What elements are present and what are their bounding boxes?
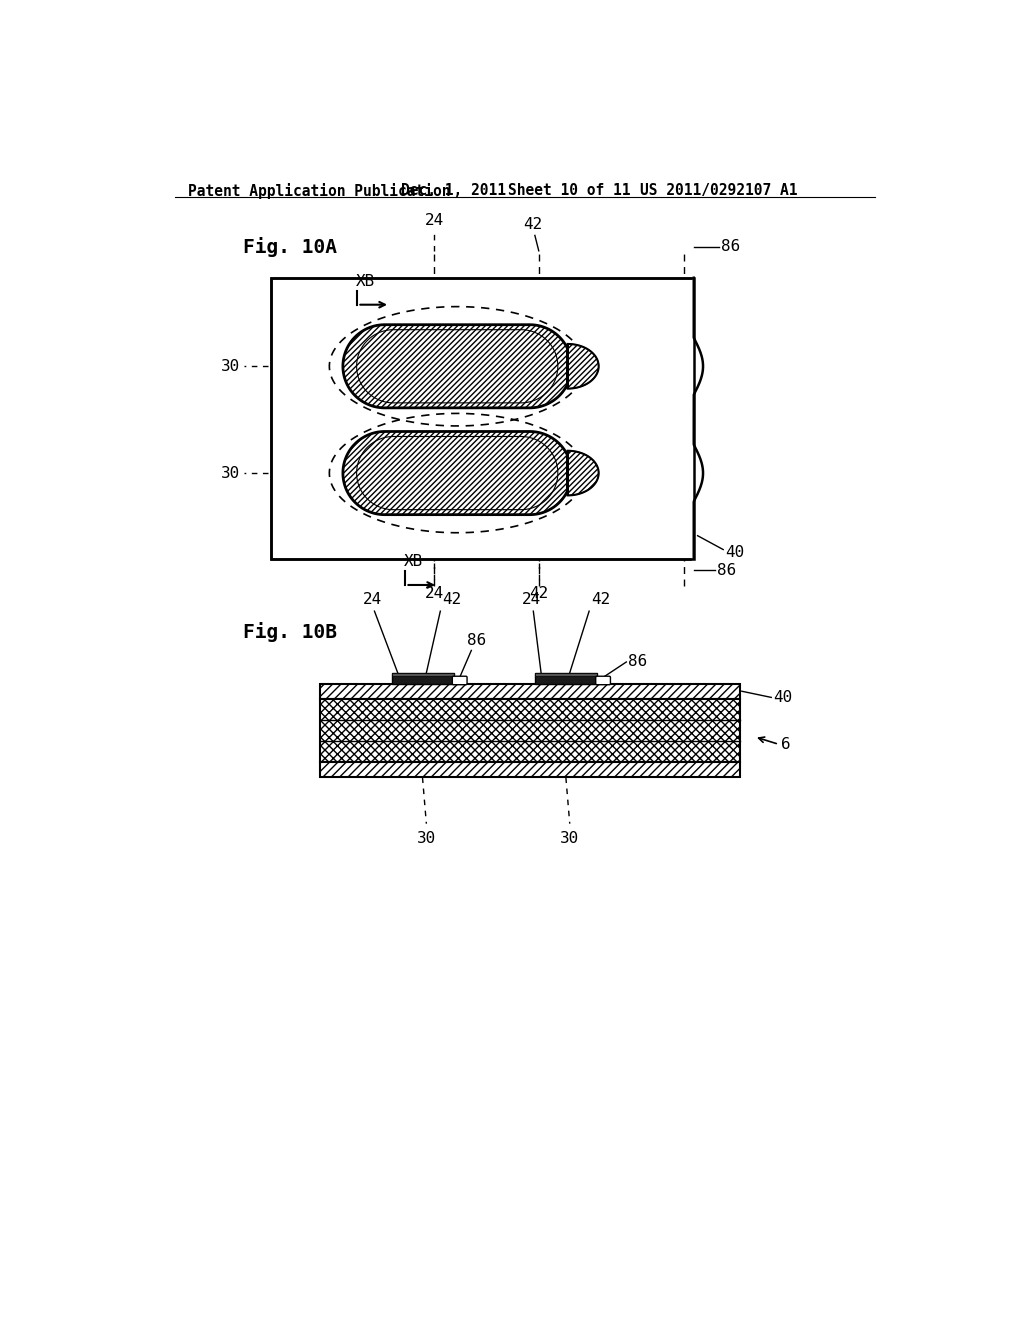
- Text: 24: 24: [425, 586, 443, 601]
- Text: 24: 24: [425, 213, 443, 227]
- Text: 86: 86: [467, 634, 486, 648]
- Bar: [271, 277, 693, 558]
- Text: 30: 30: [221, 466, 241, 480]
- Polygon shape: [567, 450, 599, 495]
- Text: Fig. 10B: Fig. 10B: [243, 622, 337, 642]
- Bar: [535, 673, 597, 676]
- Text: 24: 24: [522, 593, 542, 607]
- Bar: [391, 673, 454, 676]
- Polygon shape: [567, 345, 599, 388]
- Text: 86: 86: [628, 655, 647, 669]
- Bar: [271, 277, 693, 558]
- Text: 42: 42: [592, 593, 610, 607]
- Bar: [321, 762, 740, 777]
- Text: XB: XB: [403, 554, 423, 569]
- Text: Dec. 1, 2011: Dec. 1, 2011: [400, 183, 506, 198]
- Text: 30: 30: [417, 832, 436, 846]
- Text: 42: 42: [442, 593, 461, 607]
- Polygon shape: [567, 345, 599, 388]
- Text: Patent Application Publication: Patent Application Publication: [188, 183, 451, 199]
- Text: US 2011/0292107 A1: US 2011/0292107 A1: [640, 183, 797, 198]
- Text: 6: 6: [780, 737, 791, 752]
- Bar: [391, 673, 454, 684]
- Text: 42: 42: [523, 216, 542, 231]
- Bar: [535, 673, 597, 684]
- Text: 86: 86: [717, 562, 736, 578]
- FancyBboxPatch shape: [596, 676, 610, 685]
- FancyBboxPatch shape: [453, 676, 467, 685]
- Text: Fig. 10A: Fig. 10A: [243, 238, 337, 257]
- Text: 40: 40: [773, 690, 792, 705]
- Text: XB: XB: [356, 273, 375, 289]
- Text: Sheet 10 of 11: Sheet 10 of 11: [508, 183, 630, 198]
- Polygon shape: [343, 432, 571, 515]
- Text: 30: 30: [221, 359, 241, 374]
- Text: 24: 24: [364, 593, 383, 607]
- Polygon shape: [343, 325, 571, 408]
- Text: 86: 86: [721, 239, 740, 255]
- Polygon shape: [567, 450, 599, 495]
- Bar: [321, 684, 740, 700]
- Bar: [321, 700, 740, 762]
- Polygon shape: [343, 325, 571, 408]
- Text: 40: 40: [725, 545, 744, 560]
- Polygon shape: [343, 432, 571, 515]
- Bar: [321, 700, 740, 762]
- Bar: [321, 684, 740, 700]
- Text: 42: 42: [529, 586, 549, 601]
- Text: 30: 30: [560, 832, 580, 846]
- Bar: [321, 762, 740, 777]
